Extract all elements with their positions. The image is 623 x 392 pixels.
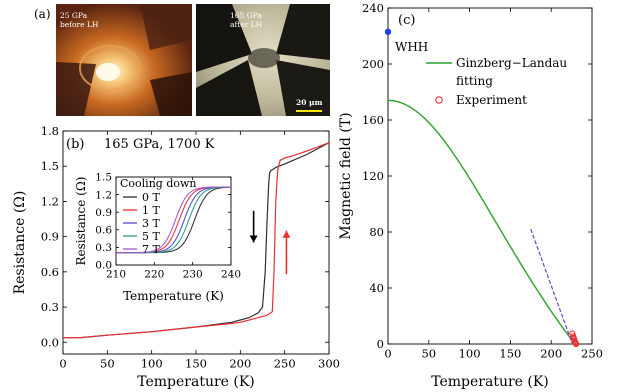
c-experiment-point [572, 340, 580, 348]
legend-exp-marker [435, 96, 443, 104]
c-x-tick-label: 50 [421, 347, 436, 361]
photo-after-caption: after LH [230, 20, 263, 29]
panel-c-legend: Ginzberg−Landau fitting Experiment [426, 56, 567, 107]
c-whh-point [384, 28, 392, 35]
b-main-x-tick-label: 50 [100, 357, 115, 371]
legend-exp-label: Experiment [456, 93, 527, 107]
inset-legend-label-3: 5 T [142, 230, 160, 243]
inset-y-tick-label: 0.6 [95, 224, 112, 236]
scale-bar-label: 20 μm [296, 98, 323, 107]
inset-y-tick-label: 0.0 [95, 260, 112, 272]
inset-legend-label-2: 3 T [142, 217, 160, 230]
panel-b-main-plot: 0 50 100 150 200 250 300 0.0 0.3 0.6 0.9 1.2 1.5 1.8 T… [12, 124, 340, 390]
legend-fit-label-2: fitting [456, 74, 493, 88]
photo-after-lh: 165 GPa after LH 20 μm [196, 4, 330, 116]
inset-y-tick-label: 1.2 [95, 189, 112, 201]
c-y-tick-label: 200 [362, 57, 384, 71]
panel-b-inset-plot: 210 220 230 240 0.0 0.3 0.6 0.9 1.2 1.5 Temperatur… [74, 172, 241, 303]
c-x-tick-label: 150 [499, 347, 521, 361]
c-experiment-point [569, 330, 576, 337]
photo-before-lh: 25 GPa before LH [56, 4, 192, 116]
c-x-tick-label: 250 [581, 347, 603, 361]
c-dashed-line [530, 228, 573, 345]
b-main-y-tick-label: 1.8 [41, 124, 59, 138]
c-y-tick-label: 80 [369, 225, 384, 239]
panel-c-plot: 0 50 100 150 200 250 0 40 80 120 160 200 240 Temperat… [338, 1, 603, 390]
inset-y-tick-label: 0.3 [95, 242, 112, 254]
inset-y-axis-label: Resistance (Ω) [74, 177, 88, 266]
b-main-x-tick-label: 0 [59, 357, 66, 371]
c-x-axis-label: Temperature (K) [431, 374, 549, 390]
b-main-x-tick-label: 200 [229, 357, 251, 371]
panel-b-label: (b) [66, 137, 84, 152]
c-x-tick-label: 100 [459, 347, 481, 361]
c-y-tick-label: 240 [362, 1, 384, 15]
photo-before-pressure: 25 GPa [60, 11, 88, 20]
b-main-x-tick-label: 150 [185, 357, 207, 371]
inset-legend-label-4: 7 T [142, 243, 160, 256]
b-main-x-tick-label: 300 [318, 357, 340, 371]
b-main-x-tick-label: 250 [274, 357, 296, 371]
c-x-tick-label: 0 [384, 347, 391, 361]
panel-b-annotation: 165 GPa, 1700 K [104, 137, 215, 152]
b-arrow-down-head [249, 235, 258, 243]
b-main-y-axis-label: Resistance (Ω) [12, 191, 28, 295]
legend-fit-label: Ginzberg−Landau [456, 56, 567, 70]
c-y-tick-label: 40 [369, 281, 384, 295]
whh-label: WHH [395, 40, 428, 54]
b-main-x-axis-label: Temperature (K) [137, 374, 255, 390]
c-y-tick-label: 160 [362, 113, 384, 127]
b-main-y-tick-label: 0.3 [41, 300, 59, 314]
inset-y-tick-label: 1.5 [95, 172, 112, 184]
inset-y-tick-label: 0.9 [95, 207, 112, 219]
inset-x-tick-label: 220 [144, 269, 164, 281]
inset-x-axis-label: Temperature (K) [123, 289, 224, 303]
c-y-tick-label: 0 [377, 337, 384, 351]
inset-x-tick-label: 210 [106, 269, 126, 281]
c-gl-fit-curve [387, 99, 576, 345]
b-main-y-tick-label: 1.2 [41, 194, 59, 208]
b-main-y-tick-label: 0.9 [41, 230, 59, 244]
inset-legend-label-0: 0 T [142, 191, 160, 204]
b-main-series-1 [63, 142, 330, 339]
panel-a-label: (a) [34, 7, 51, 21]
b-main-y-tick-label: 0.0 [41, 335, 59, 349]
inset-series-4 [116, 186, 231, 254]
photo-before-caption: before LH [60, 20, 99, 29]
c-y-axis-label: Magnetic field (T) [338, 112, 354, 239]
inset-x-tick-label: 240 [221, 269, 241, 281]
b-main-y-tick-label: 1.5 [41, 159, 59, 173]
b-main-x-tick-label: 100 [141, 357, 163, 371]
b-arrow-up-head [282, 230, 291, 238]
inset-frame [115, 176, 232, 266]
c-x-tick-label: 200 [540, 347, 562, 361]
inset-x-tick-label: 230 [183, 269, 203, 281]
panel-c-label: (c) [398, 13, 415, 28]
b-main-y-tick-label: 0.6 [41, 265, 59, 279]
inset-title: Cooling down [120, 177, 196, 190]
c-y-tick-label: 120 [362, 169, 384, 183]
photo-after-pressure: 165 GPa [230, 11, 262, 20]
inset-legend-label-1: 1 T [142, 204, 160, 217]
